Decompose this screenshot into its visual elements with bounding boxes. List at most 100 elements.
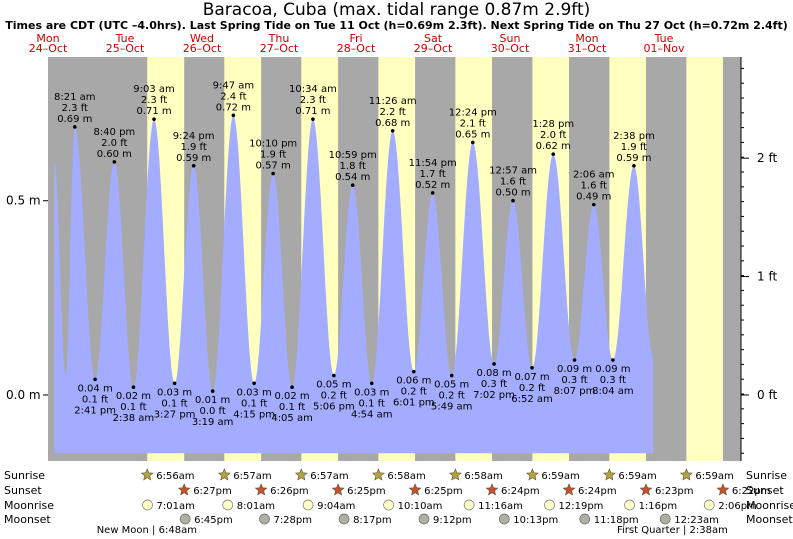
sunset-icon	[716, 483, 730, 496]
tide-time-label: 3:27 pm	[154, 409, 196, 420]
moonset-icon	[659, 513, 671, 525]
date-label: 24–Oct	[29, 42, 68, 55]
tide-time-label: 9:47 am	[213, 80, 255, 91]
tide-height-label: 0.71 m	[136, 106, 171, 117]
sunrise-icon	[602, 468, 616, 481]
moonset-icon	[338, 513, 350, 525]
tide-point	[470, 140, 475, 145]
tide-point	[449, 373, 454, 378]
date-label: 28–Oct	[337, 42, 376, 55]
right-axis-tick-label: 1 ft	[757, 270, 777, 284]
tide-time-label: 10:10 pm	[249, 139, 297, 150]
tide-time-label: 4:54 am	[351, 409, 393, 420]
moonrise-icon	[383, 499, 394, 511]
date-label: 31–Oct	[568, 42, 607, 55]
moonrise-time: 8:01am	[237, 501, 275, 512]
tide-ft-label: 0.1 ft	[161, 398, 187, 409]
tide-ft-label: 1.9 ft	[260, 150, 286, 161]
tide-height-label: 0.50 m	[495, 188, 530, 199]
tide-time-label: 2:41 pm	[74, 405, 116, 416]
tide-time-label: 10:59 pm	[329, 150, 377, 161]
date-label: 29–Oct	[414, 42, 453, 55]
moonset-time: 7:28pm	[273, 515, 312, 526]
right-axis-tick-label: 2 ft	[757, 151, 777, 165]
tide-time-label: 5:49 am	[431, 402, 473, 413]
left-axis-tick-label: 0.0 m	[6, 388, 41, 402]
moonset-time: 12:23am	[674, 515, 719, 526]
tide-height-label: 0.71 m	[295, 106, 330, 117]
right-axis-tick-label: 0 ft	[757, 388, 777, 402]
tide-time-label: 7:02 pm	[473, 390, 515, 401]
tide-ft-label: 0.3 ft	[561, 375, 587, 386]
tide-curve-layer	[54, 115, 654, 454]
tide-time-label: 6:01 pm	[393, 398, 435, 409]
tide-height-label: 0.49 m	[576, 192, 611, 203]
tide-height-label: 0.09 m	[557, 364, 592, 375]
moon-phase-label: New Moon | 6:48am	[97, 525, 197, 536]
tide-ft-label: 2.2 ft	[379, 107, 405, 118]
day-label: Sun	[500, 32, 521, 45]
sunrise-icon	[448, 468, 462, 481]
tide-ft-label: 2.1 ft	[460, 118, 486, 129]
tide-point	[112, 160, 117, 164]
tide-point	[332, 373, 336, 378]
tide-area	[54, 115, 654, 454]
moonset-icon	[579, 513, 591, 525]
tide-ft-label: 1.8 ft	[340, 161, 366, 172]
sunset-icon	[485, 483, 499, 496]
tide-time-label: 10:34 am	[289, 84, 337, 95]
date-label: 26–Oct	[183, 42, 222, 55]
day-label: Thu	[268, 32, 290, 45]
tide-time-label: 8:04 am	[592, 386, 634, 397]
tide-height-label: 0.57 m	[256, 161, 291, 172]
tide-point	[530, 365, 534, 370]
tide-time-label: 4:15 pm	[233, 409, 275, 420]
chart-title: Baracoa, Cuba (max. tidal range 0.87m 2.…	[202, 0, 591, 20]
moon-phase-label: First Quarter | 2:38am	[617, 525, 728, 536]
tide-ft-label: 0.2 ft	[438, 391, 464, 402]
tide-point	[172, 381, 177, 386]
tide-height-label: 0.72 m	[216, 102, 251, 113]
tide-time-label: 8:40 pm	[93, 127, 135, 138]
sunrise-time: 6:57am	[233, 471, 271, 482]
tide-ft-label: 0.1 ft	[241, 398, 267, 409]
tide-ft-label: 2.4 ft	[220, 91, 246, 102]
moonrise-time: 1:16pm	[639, 501, 678, 512]
tide-time-label: 6:52 am	[511, 394, 553, 405]
tide-height-label: 0.05 m	[434, 380, 469, 391]
tide-point	[93, 377, 97, 382]
tide-time-label: 5:06 pm	[313, 402, 355, 413]
tide-point	[72, 125, 77, 129]
tide-height-label: 0.69 m	[57, 114, 92, 125]
sunset-time: 6:26pm	[270, 486, 309, 497]
tide-time-label: 11:26 am	[369, 96, 417, 107]
axes-layer: 2 ft 1 ft 0 ft 0.5 m 0.0 m	[6, 57, 777, 461]
row-label-right-sunset: Sunset	[746, 484, 784, 497]
astronomy-layer: Sunrise Sunrise Sunset Sunset Moonrise Moonri…	[4, 468, 793, 536]
moonrise-icon	[222, 499, 234, 511]
tide-ft-label: 0.1 ft	[120, 402, 146, 413]
tide-point	[350, 183, 355, 187]
moonset-time: 11:18pm	[594, 515, 639, 526]
date-label: 27–Oct	[260, 42, 299, 55]
moonrise-time: 2:06pm	[718, 501, 757, 512]
tide-ft-label: 0.1 ft	[82, 394, 108, 405]
sunrise-time: 6:57am	[310, 471, 348, 482]
left-axis-tick-label: 0.5 m	[6, 194, 41, 208]
tide-time-label: 4:05 am	[271, 413, 313, 424]
tide-height-label: 0.60 m	[97, 149, 132, 160]
moonrise-icon	[703, 499, 715, 511]
date-label: 30–Oct	[491, 42, 530, 55]
sunset-time: 6:27pm	[193, 486, 232, 497]
sunrise-icon	[679, 468, 693, 481]
moonrise-time: 11:16am	[478, 501, 523, 512]
tide-labels-layer: 8:21 am2.3 ft0.69 m0.04 m0.1 ft2:41 pm8:…	[54, 80, 655, 428]
tide-point	[271, 171, 275, 176]
moonrise-time: 10:10am	[398, 501, 443, 512]
tide-height-label: 0.68 m	[375, 118, 410, 129]
tide-ft-label: 0.3 ft	[481, 379, 507, 390]
tide-ft-label: 1.9 ft	[180, 142, 206, 153]
tide-time-label: 11:54 pm	[409, 158, 457, 169]
tide-height-label: 0.06 m	[396, 376, 431, 387]
